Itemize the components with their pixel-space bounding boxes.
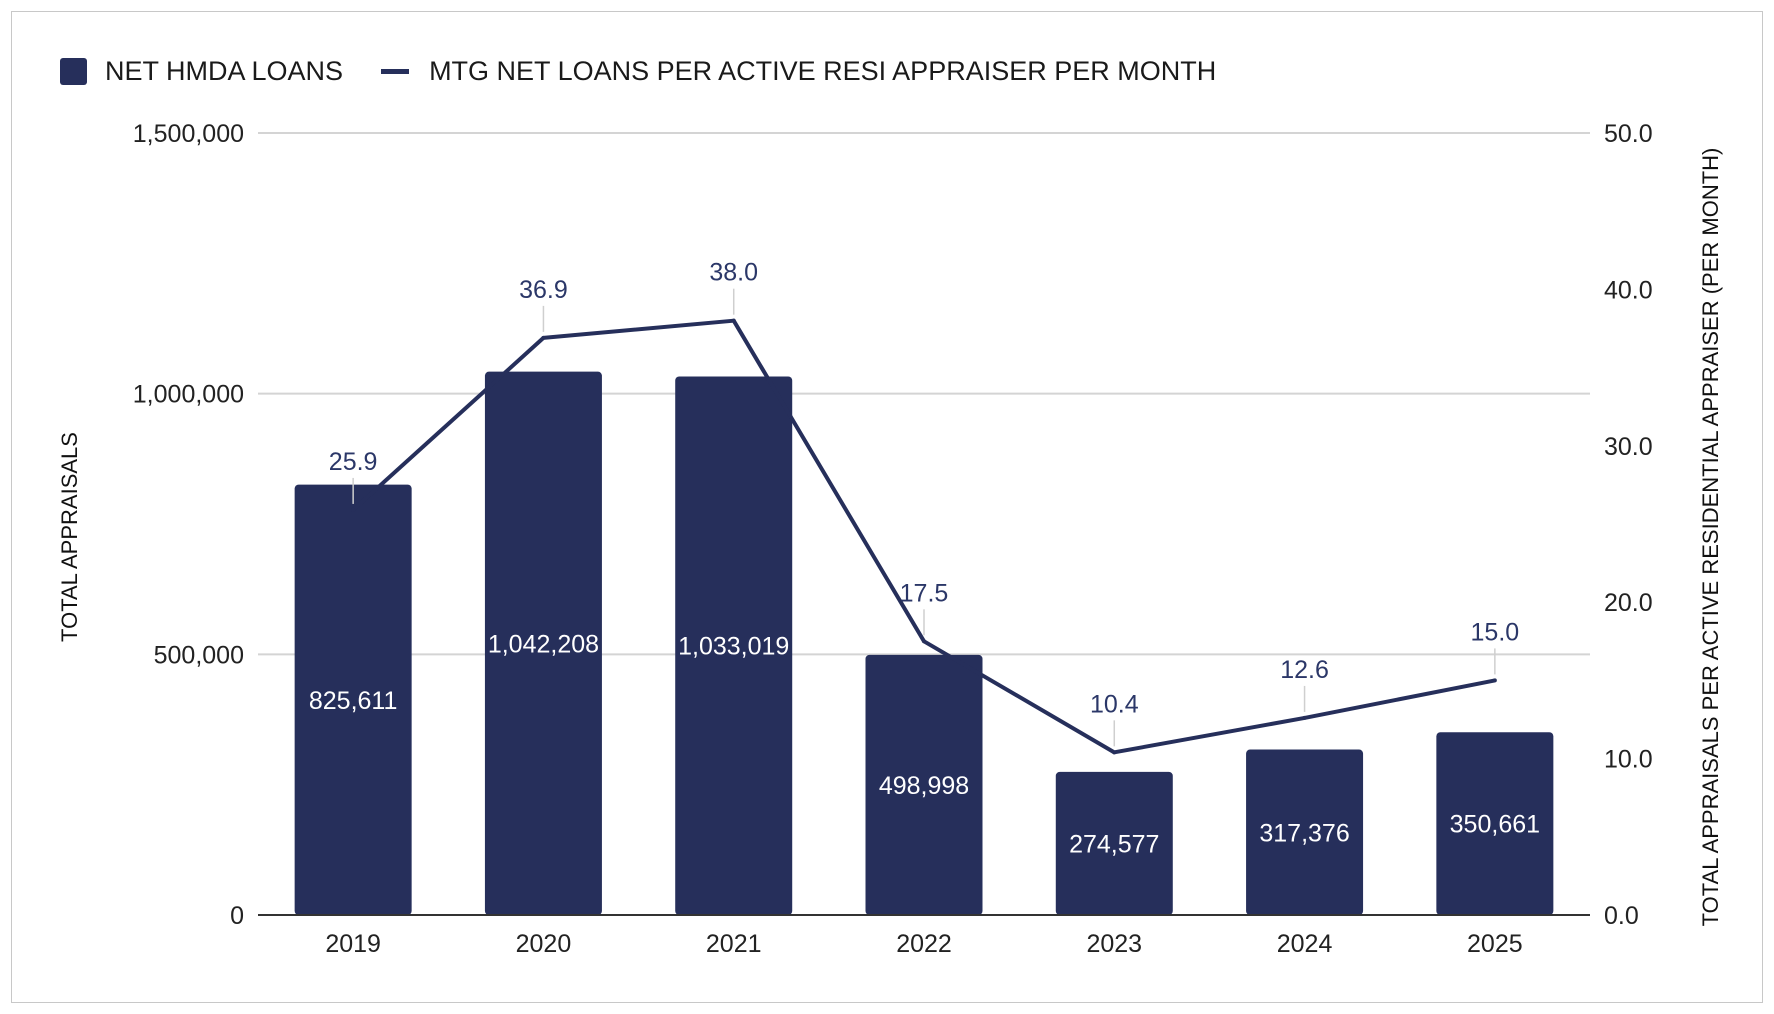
x-tick-label: 2019 xyxy=(325,930,381,958)
x-tick-label: 2025 xyxy=(1467,930,1523,958)
legend-item-bars: NET HMDA LOANS xyxy=(60,56,343,87)
y-left-tick-label: 0 xyxy=(230,902,244,930)
line-point xyxy=(1112,750,1117,755)
bar xyxy=(1055,771,1173,915)
legend-item-line: MTG NET LOANS PER ACTIVE RESI APPRAISER … xyxy=(381,56,1216,87)
y-right-tick-label: 10.0 xyxy=(1604,746,1653,774)
line-value-label: 15.0 xyxy=(1471,618,1520,646)
x-tick-label: 2022 xyxy=(896,930,952,958)
bar-value-label: 1,033,019 xyxy=(678,633,789,661)
y-right-tick-label: 50.0 xyxy=(1604,120,1653,148)
line-series xyxy=(351,318,1497,755)
y-axis-right-title: TOTAL APPRAISALS PER ACTIVE RESIDENTIAL … xyxy=(1698,148,1723,927)
line-value-label: 36.9 xyxy=(519,276,568,304)
bar xyxy=(865,654,983,915)
line-point xyxy=(541,335,546,340)
line-point xyxy=(731,318,736,323)
legend-label-bars: NET HMDA LOANS xyxy=(105,56,344,86)
line-point xyxy=(1492,678,1497,683)
line-point xyxy=(922,639,926,644)
gridlines xyxy=(258,132,1590,656)
bar-value-label: 350,661 xyxy=(1450,811,1540,839)
bar-value-label: 317,376 xyxy=(1259,819,1349,847)
y-right-tick-label: 20.0 xyxy=(1604,589,1653,617)
line-value-label: 12.6 xyxy=(1280,656,1329,684)
line-point xyxy=(1302,715,1307,720)
line-value-label: 10.4 xyxy=(1090,690,1139,718)
bar xyxy=(294,484,412,915)
bar-value-label: 274,577 xyxy=(1069,830,1159,858)
y-left-tick-label: 500,000 xyxy=(154,641,244,669)
y-left-tick-label: 1,500,000 xyxy=(133,120,244,148)
line-value-label: 17.5 xyxy=(900,579,949,607)
line-point xyxy=(351,507,356,512)
line-value-label: 25.9 xyxy=(329,448,378,476)
x-tick-label: 2023 xyxy=(1086,930,1142,958)
legend-swatch-line xyxy=(381,69,410,74)
legend-label-line: MTG NET LOANS PER ACTIVE RESI APPRAISER … xyxy=(429,56,1217,86)
data-labels: 825,611 1,042,208 1,033,019 498,998 274,577 3… xyxy=(309,259,1540,859)
x-tick-label: 2021 xyxy=(706,930,762,958)
legend-swatch-bar xyxy=(60,58,87,85)
axes: 0 500,000 1,000,000 1,500,000 0.0 10.0 20.0 30.… xyxy=(133,120,1653,958)
y-axis-left-title: TOTAL APPRAISALS xyxy=(57,432,82,642)
bar xyxy=(484,371,602,915)
bar xyxy=(675,376,793,915)
bar xyxy=(1436,732,1554,915)
y-right-tick-label: 30.0 xyxy=(1604,433,1653,461)
bar-value-label: 1,042,208 xyxy=(488,630,599,658)
y-right-tick-label: 0.0 xyxy=(1604,902,1639,930)
x-tick-label: 2020 xyxy=(516,930,572,958)
y-left-tick-label: 1,000,000 xyxy=(133,381,244,409)
bar xyxy=(1246,749,1364,915)
bar-value-label: 498,998 xyxy=(879,772,969,800)
line-value-label: 38.0 xyxy=(709,259,758,287)
bar-value-label: 825,611 xyxy=(309,687,398,715)
x-tick-label: 2024 xyxy=(1277,930,1333,958)
bar-series xyxy=(294,371,1554,915)
legend: NET HMDA LOANS MTG NET LOANS PER ACTIVE … xyxy=(60,56,1254,87)
y-right-tick-label: 40.0 xyxy=(1604,276,1653,304)
